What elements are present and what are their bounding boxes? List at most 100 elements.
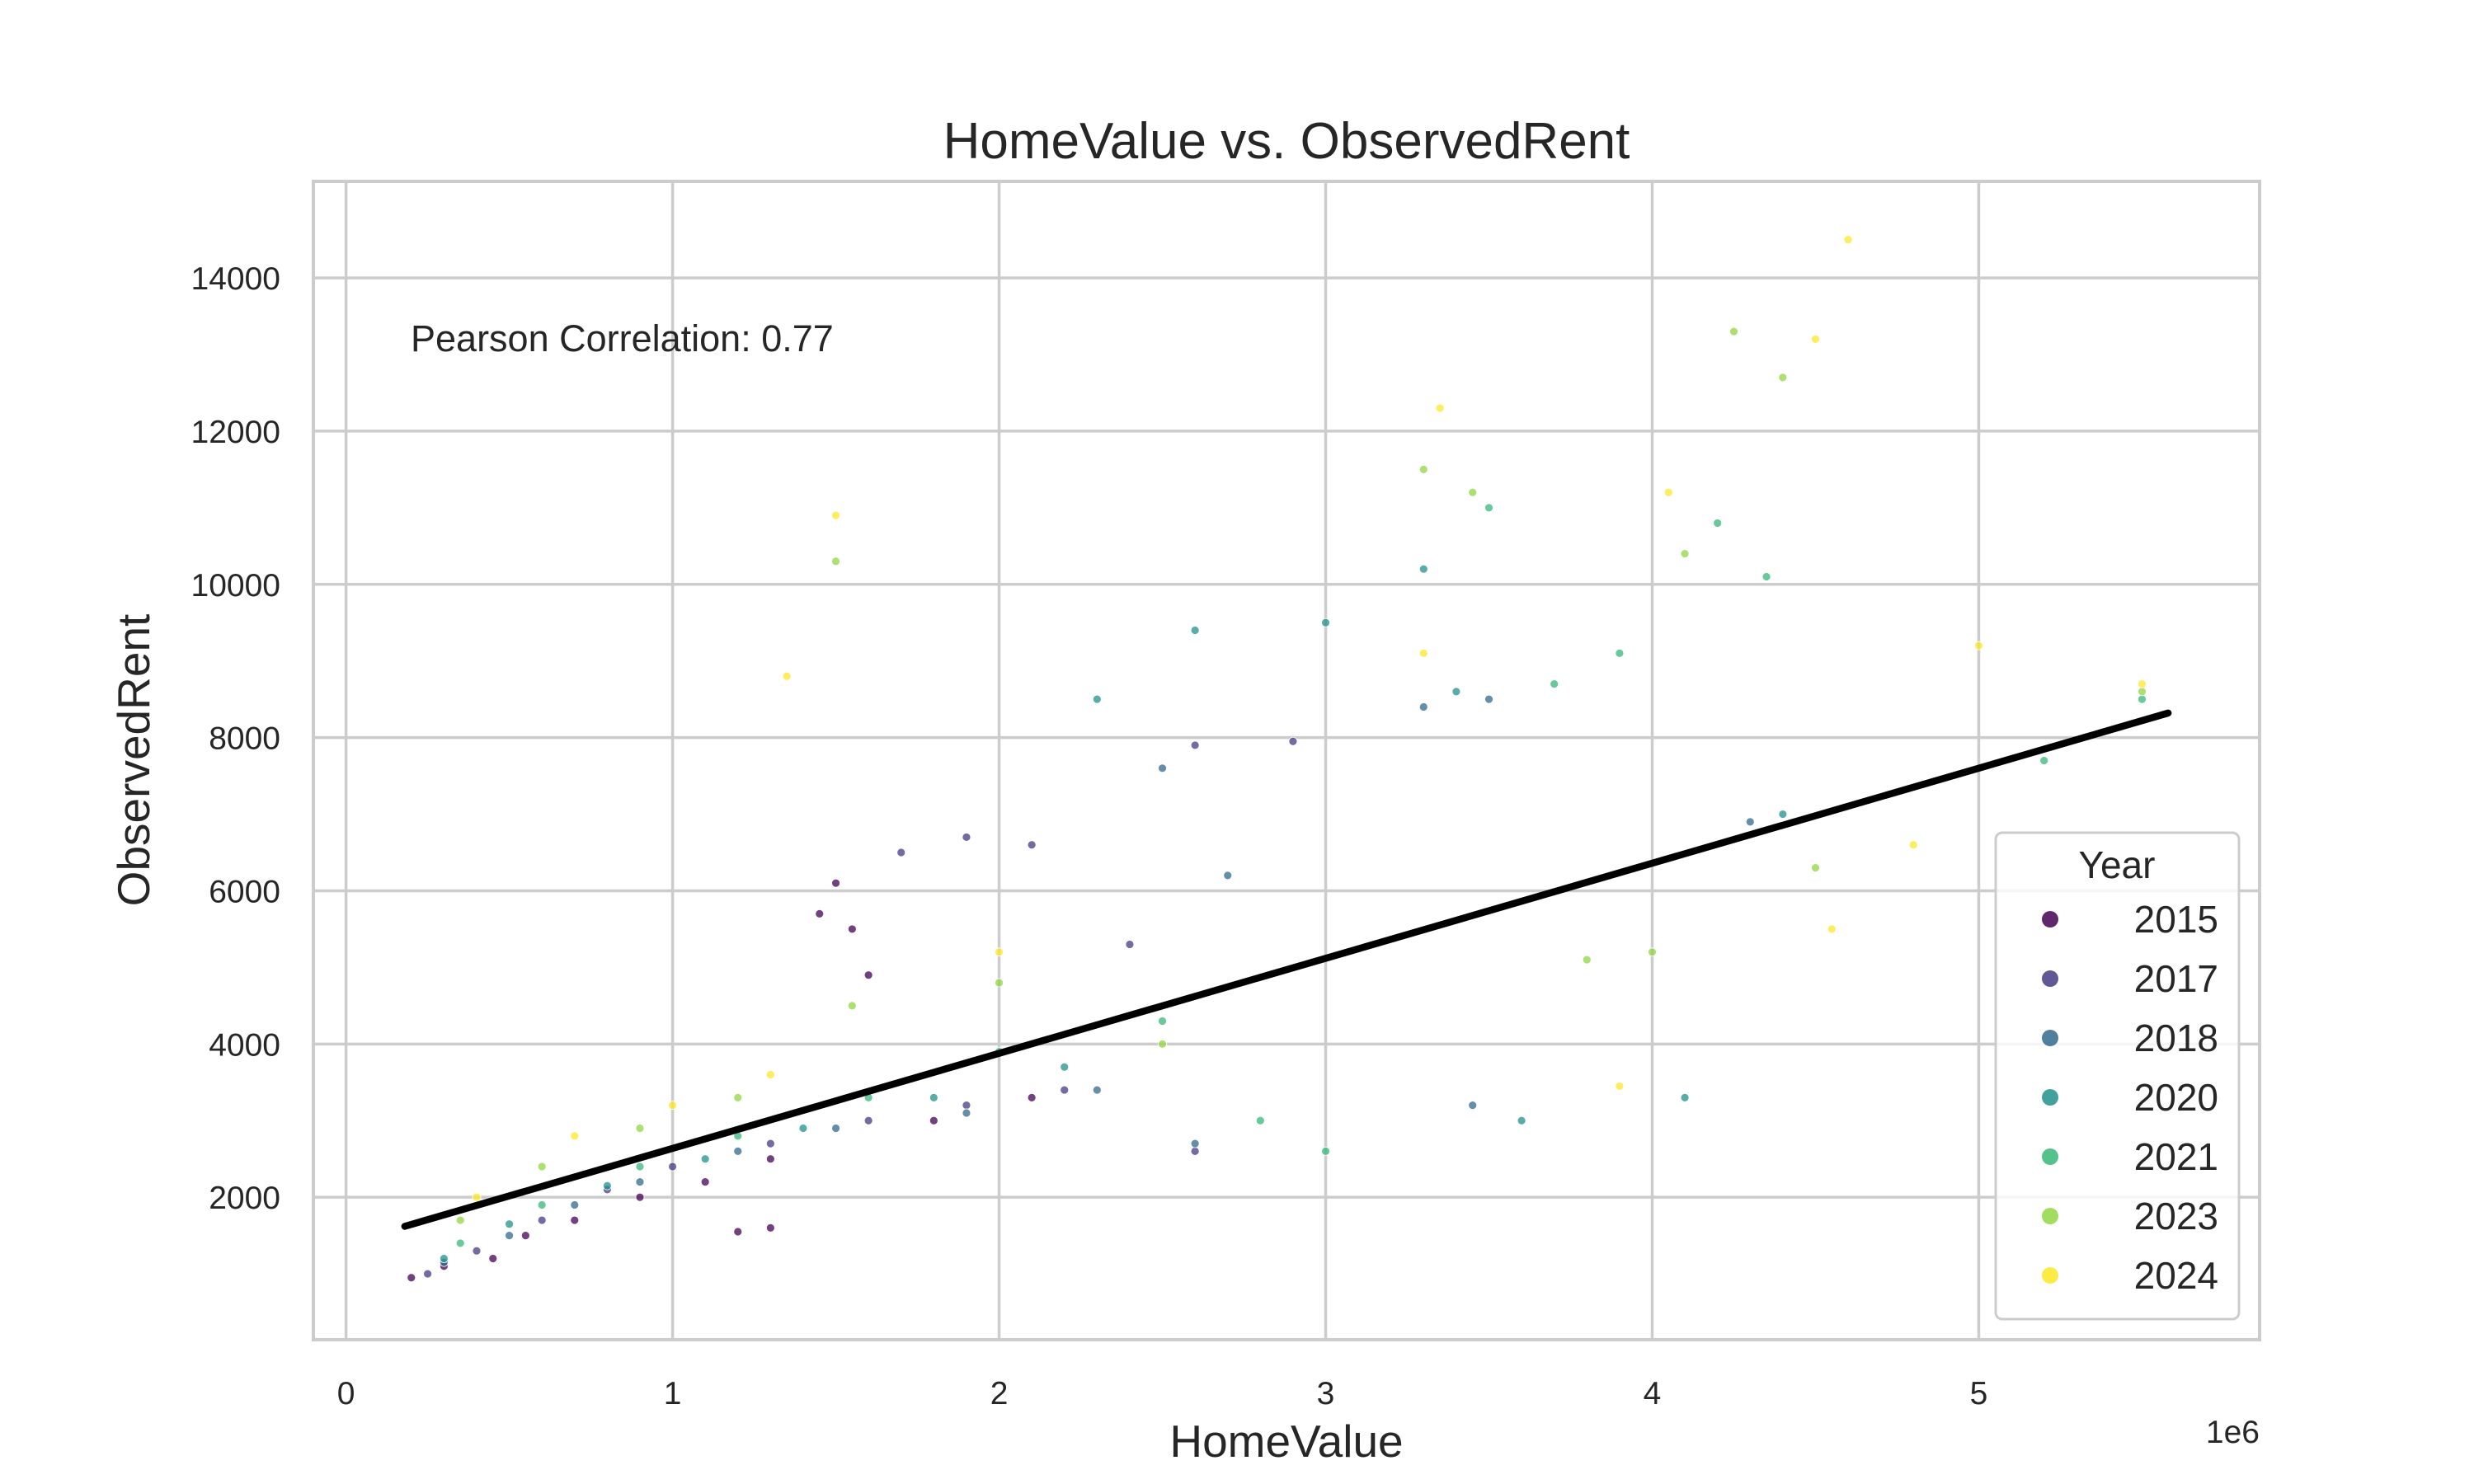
legend-marker <box>2042 911 2058 928</box>
data-point-2023 <box>1582 955 1592 965</box>
data-point-2021 <box>537 1200 547 1209</box>
correlation-annotation: Pearson Correlation: 0.77 <box>411 317 834 359</box>
data-point-2015 <box>1027 1092 1037 1102</box>
x-tick-label: 5 <box>1970 1376 1988 1411</box>
legend-marker <box>2042 970 2058 987</box>
y-tick-label: 8000 <box>209 721 280 757</box>
data-point-2017 <box>962 1101 971 1111</box>
y-tick-label: 14000 <box>191 261 280 297</box>
data-point-2020 <box>1092 694 1102 704</box>
data-point-2023 <box>1778 373 1788 383</box>
data-point-2024 <box>831 510 840 520</box>
x-tick-label: 3 <box>1317 1376 1335 1411</box>
trend-line <box>401 709 2172 1230</box>
data-point-2023 <box>1811 863 1820 872</box>
data-point-2020 <box>1517 1115 1526 1125</box>
data-point-2020 <box>1778 810 1788 819</box>
y-tick-label: 6000 <box>209 874 280 909</box>
data-point-2023 <box>1680 549 1690 559</box>
data-point-2017 <box>537 1215 547 1225</box>
data-point-2017 <box>1060 1085 1070 1095</box>
scatter-points <box>407 235 2147 1283</box>
data-point-2021 <box>2039 756 2049 765</box>
data-point-2020 <box>439 1254 449 1263</box>
data-point-2017 <box>668 1162 677 1172</box>
data-point-2015 <box>815 909 825 918</box>
data-point-2024 <box>1827 924 1837 934</box>
data-point-2023 <box>847 1001 857 1011</box>
data-point-2024 <box>570 1131 580 1141</box>
data-point-2020 <box>1418 564 1428 574</box>
y-tick-labels: 2000 4000 6000 8000 10000 12000 14000 <box>191 261 280 1216</box>
data-point-2017 <box>863 1115 873 1125</box>
data-point-2015 <box>570 1215 580 1225</box>
legend-label: 2015 <box>2134 898 2218 941</box>
data-point-2017 <box>896 848 906 857</box>
data-point-2018 <box>733 1147 743 1156</box>
data-point-2023 <box>1468 487 1478 497</box>
data-point-2023 <box>635 1124 645 1133</box>
data-point-2015 <box>635 1192 645 1202</box>
y-axis-label: ObservedRent <box>108 614 159 907</box>
data-point-2015 <box>700 1177 710 1186</box>
data-point-2015 <box>765 1223 775 1233</box>
data-point-2018 <box>635 1177 645 1186</box>
y-tick-label: 12000 <box>191 415 280 450</box>
data-point-2023 <box>831 556 840 566</box>
legend-label: 2024 <box>2134 1254 2218 1297</box>
plot-frame <box>312 180 2261 1341</box>
data-point-2021 <box>1761 572 1771 581</box>
data-point-2024 <box>668 1101 677 1111</box>
x-tick-label: 4 <box>1644 1376 1662 1411</box>
legend-marker <box>2042 1208 2058 1224</box>
data-point-2023 <box>1418 464 1428 474</box>
data-point-2017 <box>1190 1147 1200 1156</box>
data-point-2015 <box>765 1154 775 1164</box>
data-point-2015 <box>847 924 857 934</box>
data-point-2020 <box>700 1154 710 1164</box>
data-point-2018 <box>1223 871 1233 881</box>
data-point-2017 <box>423 1269 432 1279</box>
data-point-2024 <box>1663 487 1673 497</box>
x-axis-label: HomeValue <box>1169 1416 1403 1467</box>
data-point-2018 <box>1158 763 1167 773</box>
x-tick-label: 1 <box>664 1376 682 1411</box>
data-point-2023 <box>455 1215 465 1225</box>
y-tick-label: 2000 <box>209 1181 280 1216</box>
x-tick-label: 2 <box>990 1376 1009 1411</box>
data-point-2024 <box>1418 649 1428 658</box>
data-point-2021 <box>1713 519 1723 528</box>
data-point-2023 <box>1158 1039 1167 1049</box>
legend-entries: 2015 2017 2018 2020 2021 2023 2024 <box>2042 898 2218 1297</box>
data-point-2021 <box>1255 1115 1265 1125</box>
data-point-2020 <box>929 1092 938 1102</box>
data-point-2023 <box>995 978 1004 988</box>
data-point-2024 <box>1811 335 1820 344</box>
data-point-2021 <box>1321 1147 1330 1156</box>
x-tick-labels: 0 1 2 3 4 5 <box>337 1376 1988 1411</box>
data-point-2024 <box>765 1070 775 1079</box>
data-point-2015 <box>407 1273 416 1283</box>
legend-marker <box>2042 1089 2058 1106</box>
data-point-2023 <box>733 1092 743 1102</box>
legend-box <box>1994 831 2241 1321</box>
data-point-2015 <box>929 1115 938 1125</box>
legend-marker <box>2042 1148 2058 1165</box>
data-point-2021 <box>1615 649 1625 658</box>
legend-marker <box>2042 1267 2058 1284</box>
data-point-2018 <box>505 1231 514 1241</box>
grid-lines <box>313 181 2260 1340</box>
data-point-2018 <box>1092 1085 1102 1095</box>
data-point-2018 <box>1190 1139 1200 1148</box>
data-point-2018 <box>1468 1101 1478 1111</box>
data-point-2017 <box>1027 840 1037 850</box>
data-point-2024 <box>1974 641 1983 650</box>
legend-label: 2021 <box>2134 1135 2218 1178</box>
data-point-2020 <box>1451 687 1461 697</box>
legend-marker <box>2042 1030 2058 1046</box>
data-point-2021 <box>1484 503 1493 513</box>
data-point-2017 <box>1125 940 1135 949</box>
data-point-2020 <box>1321 618 1330 627</box>
data-point-2021 <box>635 1162 645 1172</box>
